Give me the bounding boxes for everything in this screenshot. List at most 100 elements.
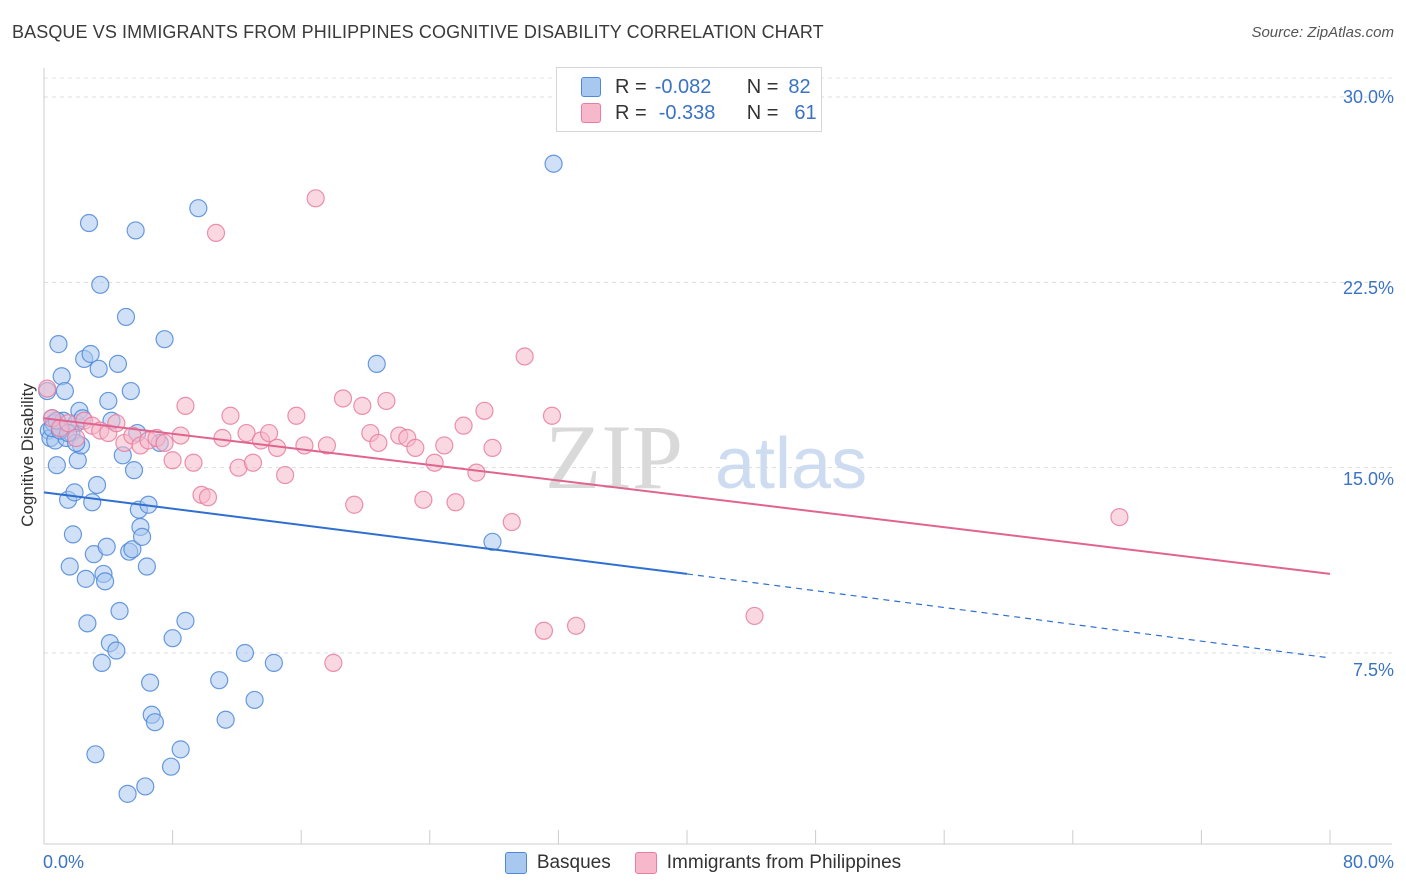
philippines-point (221, 406, 240, 425)
chart-title: BASQUE VS IMMIGRANTS FROM PHILIPPINES CO… (12, 22, 824, 42)
philippines-point (454, 416, 473, 435)
basques-point (81, 344, 100, 364)
philippines-point (515, 347, 534, 366)
philippines-point (1110, 507, 1129, 527)
basques-trend-line (43, 491, 688, 575)
basques-point (49, 335, 68, 354)
basques-point (176, 611, 195, 630)
legend-n-label: N = (746, 101, 779, 124)
philippines-point (353, 396, 372, 415)
y-tick-label-15: 15.0% (1342, 469, 1394, 489)
basques-point (123, 540, 142, 559)
basques-point (86, 745, 105, 764)
basques-point (99, 391, 118, 411)
philippines-point (107, 414, 126, 433)
philippines-point (435, 436, 454, 455)
basques-point (107, 641, 126, 660)
philippines-point (566, 616, 586, 635)
philippines-point (213, 428, 232, 448)
basques-point (110, 601, 129, 621)
basques-point (60, 557, 79, 576)
philippines-point (414, 490, 433, 509)
y-tick-label-30: 30.0% (1342, 87, 1394, 107)
basques-point (91, 275, 110, 294)
philippines-point (276, 465, 295, 485)
basques-point (136, 777, 155, 796)
basques-point (483, 532, 502, 551)
basques-point (92, 653, 111, 672)
philippines-point (155, 433, 174, 453)
philippines-point (534, 621, 554, 640)
philippines-point (369, 433, 388, 453)
basques-point (140, 673, 160, 692)
basques-point (145, 713, 165, 732)
axes (43, 68, 1392, 845)
x-tick-label-min: 0.0% (43, 852, 85, 872)
x-tick-label-max: 80.0% (1342, 852, 1394, 872)
legend-r-value: -0.338 (658, 101, 716, 124)
legend-swatch-basques (581, 77, 601, 97)
philippines-point (502, 512, 521, 532)
y-axis-label: Cognitive Disability (18, 383, 37, 527)
philippines-point (425, 453, 444, 472)
watermark-zip: ZIP (545, 406, 683, 508)
gridlines (44, 77, 1392, 654)
basques-point (216, 710, 235, 729)
basques-point (161, 757, 181, 776)
basques-point (83, 493, 102, 512)
trend-lines (43, 417, 1331, 659)
philippines-point (745, 606, 764, 626)
basques-point (137, 557, 156, 576)
watermark-atlas: atlas (715, 424, 867, 504)
legend-n-value: 61 (794, 101, 817, 124)
philippines-point (467, 463, 486, 482)
basques-trend-extension (686, 573, 1331, 659)
basques-point (264, 653, 283, 672)
philippines-legend-label: Immigrants from Philippines (666, 852, 902, 873)
basques-point (367, 354, 386, 373)
basques-point (55, 381, 74, 401)
legend-swatch-philippines (581, 103, 601, 123)
philippines-swatch (634, 852, 657, 874)
basques-point (235, 643, 255, 663)
basques-point (52, 367, 71, 386)
philippines-point (38, 379, 57, 398)
basques-point (124, 461, 144, 480)
watermark: ZIP atlas (545, 406, 867, 508)
basques-point (79, 213, 99, 233)
basques-point (95, 572, 115, 591)
basques-point (126, 221, 145, 240)
philippines-point (324, 653, 343, 672)
philippines-point (333, 389, 353, 408)
legend-r-label: R = (615, 75, 647, 98)
legend-r-label: R = (615, 101, 647, 124)
philippines-point (542, 406, 562, 425)
philippines-point (237, 423, 256, 443)
basques-point (108, 354, 128, 373)
philippines-point (67, 428, 86, 448)
philippines-point (317, 436, 337, 455)
philippines-point (483, 438, 502, 457)
philippines-point (198, 488, 218, 507)
basques-point (132, 527, 152, 546)
basques-points (38, 154, 563, 803)
series-legend-basques: Basques (504, 852, 611, 874)
philippines-point (59, 414, 78, 433)
basques-point (544, 154, 563, 173)
basques-point (68, 451, 87, 470)
source-label: Source: ZipAtlas.com (1251, 24, 1394, 41)
basques-point (245, 690, 264, 710)
basques-point (118, 784, 137, 803)
philippines-point (345, 495, 364, 514)
basques-point (97, 537, 116, 556)
philippines-point (306, 189, 325, 208)
philippines-point (184, 453, 203, 472)
basques-legend-label: Basques (536, 852, 611, 873)
philippines-point (259, 423, 279, 443)
basques-point (63, 525, 83, 544)
stats-legend: R = -0.082 N = 82 R = -0.338 N = 61 (556, 67, 822, 132)
legend-row-philippines: R = -0.338 N = 61 (581, 101, 817, 125)
philippines-trend-line (43, 417, 1331, 575)
philippines-point (377, 391, 396, 411)
